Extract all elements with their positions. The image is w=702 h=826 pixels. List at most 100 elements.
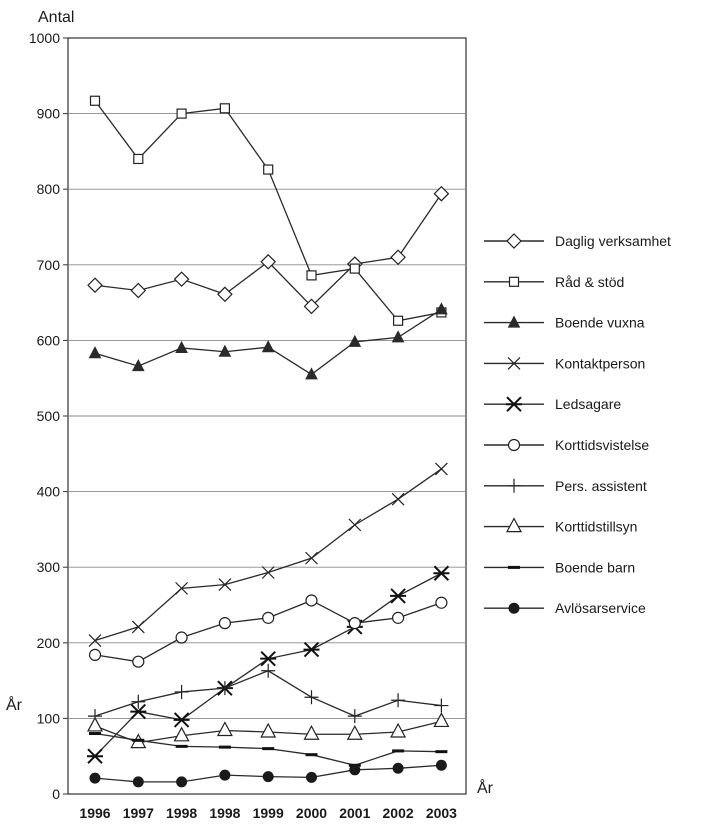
- data-point: [434, 462, 448, 476]
- data-point: [348, 334, 362, 347]
- x-tick-label: 2000: [296, 805, 327, 821]
- data-point: [87, 748, 103, 764]
- legend-label: Boende barn: [555, 559, 635, 575]
- legend-item: Korttidsvistelse: [484, 437, 649, 453]
- y-tick-label: 300: [37, 559, 61, 575]
- data-point: [218, 578, 232, 592]
- data-point: [261, 663, 276, 678]
- y-axis-label: Antal: [38, 9, 74, 26]
- y-tick-label: 200: [37, 635, 61, 651]
- x-axis-ticks: 1996 1997 1998 1998 1999 2000 2001 2002 2003: [79, 805, 457, 821]
- data-point: [175, 631, 188, 644]
- series-korttidsvistelse: [88, 594, 448, 668]
- y-tick-label: 600: [37, 332, 61, 348]
- data-point: [261, 566, 275, 579]
- data-point: [131, 359, 145, 372]
- data-point: [393, 315, 404, 326]
- legend-marker: [507, 356, 521, 370]
- legend-marker: [507, 478, 521, 493]
- data-point: [260, 253, 277, 270]
- data-point: [176, 108, 187, 119]
- series-kontaktperson: [88, 462, 448, 647]
- data-point: [133, 153, 144, 165]
- data-point: [87, 277, 103, 294]
- legend-label: Råd & stöd: [555, 274, 624, 290]
- legend-item: Pers. assistent: [484, 478, 647, 494]
- data-point: [391, 693, 406, 708]
- series-avl-sarservice: [89, 759, 447, 788]
- data-point: [390, 722, 407, 738]
- data-point: [260, 650, 277, 667]
- legend-label: Daglig verksamhet: [555, 233, 671, 249]
- y-tick-label: 400: [37, 484, 61, 500]
- legend-item: Kontaktperson: [484, 355, 645, 371]
- data-point: [88, 634, 102, 647]
- data-point: [348, 518, 362, 532]
- y-tick-label: 100: [37, 710, 61, 726]
- series-line: [94, 193, 442, 308]
- y-tick-label: 500: [37, 408, 61, 424]
- x-tick-label: 2002: [383, 805, 414, 821]
- legend-marker: [507, 315, 521, 328]
- data-point: [305, 367, 318, 380]
- data-point: [217, 286, 233, 303]
- data-point: [433, 565, 450, 581]
- x-tick-label: 1997: [123, 805, 154, 821]
- data-point: [349, 764, 361, 776]
- data-point: [89, 772, 101, 784]
- legend-item: Korttidstillsyn: [484, 517, 637, 535]
- data-point: [173, 726, 190, 742]
- data-point: [304, 690, 319, 705]
- series-korttidstillsyn: [86, 712, 450, 749]
- plot-area: [67, 37, 467, 795]
- data-point: [88, 648, 102, 661]
- series-daglig-verksamhet: [87, 185, 450, 315]
- legend-item: Daglig verksamhet: [484, 233, 671, 249]
- data-point: [346, 725, 363, 740]
- x-tick-label: 1996: [79, 805, 110, 821]
- y-tick-label: 700: [37, 257, 61, 273]
- data-point: [303, 725, 320, 740]
- legend-label: Kontaktperson: [555, 355, 645, 371]
- data-point: [173, 712, 190, 728]
- data-point: [435, 302, 448, 315]
- data-point: [347, 709, 362, 724]
- series-boende-barn: [89, 732, 448, 767]
- x-tick-label: 1999: [253, 805, 284, 821]
- data-point: [219, 103, 230, 114]
- y-tick-label: 0: [52, 786, 60, 802]
- data-point: [175, 340, 188, 353]
- legend-marker: [506, 396, 522, 412]
- legend-item: Boende vuxna: [484, 315, 645, 331]
- data-point: [392, 762, 404, 774]
- data-point: [217, 681, 232, 696]
- legend-marker: [506, 233, 522, 249]
- data-point: [303, 298, 320, 315]
- x-axis-label: År: [477, 778, 494, 797]
- data-point: [391, 492, 405, 506]
- data-point: [348, 617, 361, 630]
- series-line: [94, 599, 442, 663]
- data-point: [130, 282, 147, 299]
- legend-label: Korttidstillsyn: [555, 519, 637, 535]
- legend-label: Pers. assistent: [555, 478, 647, 494]
- series-layer: [86, 95, 450, 788]
- data-point: [173, 271, 190, 288]
- legend-marker: [508, 602, 520, 614]
- legend-label: Avlösarservice: [555, 600, 646, 616]
- data-point: [218, 617, 231, 630]
- legend-item: Ledsagare: [484, 396, 621, 412]
- x-tick-label: 1998: [166, 805, 197, 821]
- data-point: [390, 249, 406, 266]
- data-point: [262, 611, 275, 624]
- legend: Daglig verksamhet Råd & stöd Boende vuxna K…: [484, 233, 671, 616]
- data-point: [306, 771, 317, 783]
- series-pers-assistent: [88, 663, 449, 724]
- y-tick-label: 800: [37, 181, 61, 197]
- x-tick-label: 2001: [339, 805, 370, 821]
- legend-label: Ledsagare: [555, 396, 621, 412]
- x-tick-label: 2003: [426, 805, 457, 821]
- legend-label: Boende vuxna: [555, 315, 645, 331]
- series-ledsagare: [87, 565, 450, 764]
